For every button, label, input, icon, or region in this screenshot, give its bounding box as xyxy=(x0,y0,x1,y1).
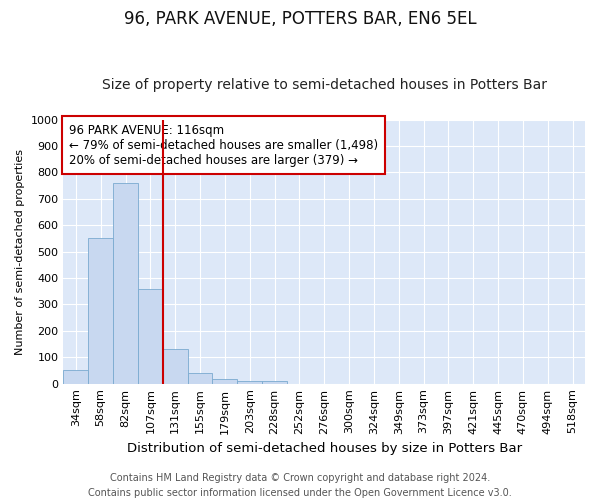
Bar xyxy=(88,238,113,384)
Bar xyxy=(138,289,163,384)
Text: 96, PARK AVENUE, POTTERS BAR, EN6 5EL: 96, PARK AVENUE, POTTERS BAR, EN6 5EL xyxy=(124,10,476,28)
Bar xyxy=(237,381,262,384)
Text: Contains HM Land Registry data © Crown copyright and database right 2024.
Contai: Contains HM Land Registry data © Crown c… xyxy=(88,472,512,498)
Bar xyxy=(64,370,88,384)
Y-axis label: Number of semi-detached properties: Number of semi-detached properties xyxy=(15,148,25,354)
Bar xyxy=(262,381,287,384)
Bar xyxy=(212,379,237,384)
X-axis label: Distribution of semi-detached houses by size in Potters Bar: Distribution of semi-detached houses by … xyxy=(127,442,522,455)
Bar xyxy=(188,373,212,384)
Title: Size of property relative to semi-detached houses in Potters Bar: Size of property relative to semi-detach… xyxy=(102,78,547,92)
Bar xyxy=(113,183,138,384)
Text: 96 PARK AVENUE: 116sqm
← 79% of semi-detached houses are smaller (1,498)
20% of : 96 PARK AVENUE: 116sqm ← 79% of semi-det… xyxy=(68,124,378,166)
Bar xyxy=(163,350,188,384)
